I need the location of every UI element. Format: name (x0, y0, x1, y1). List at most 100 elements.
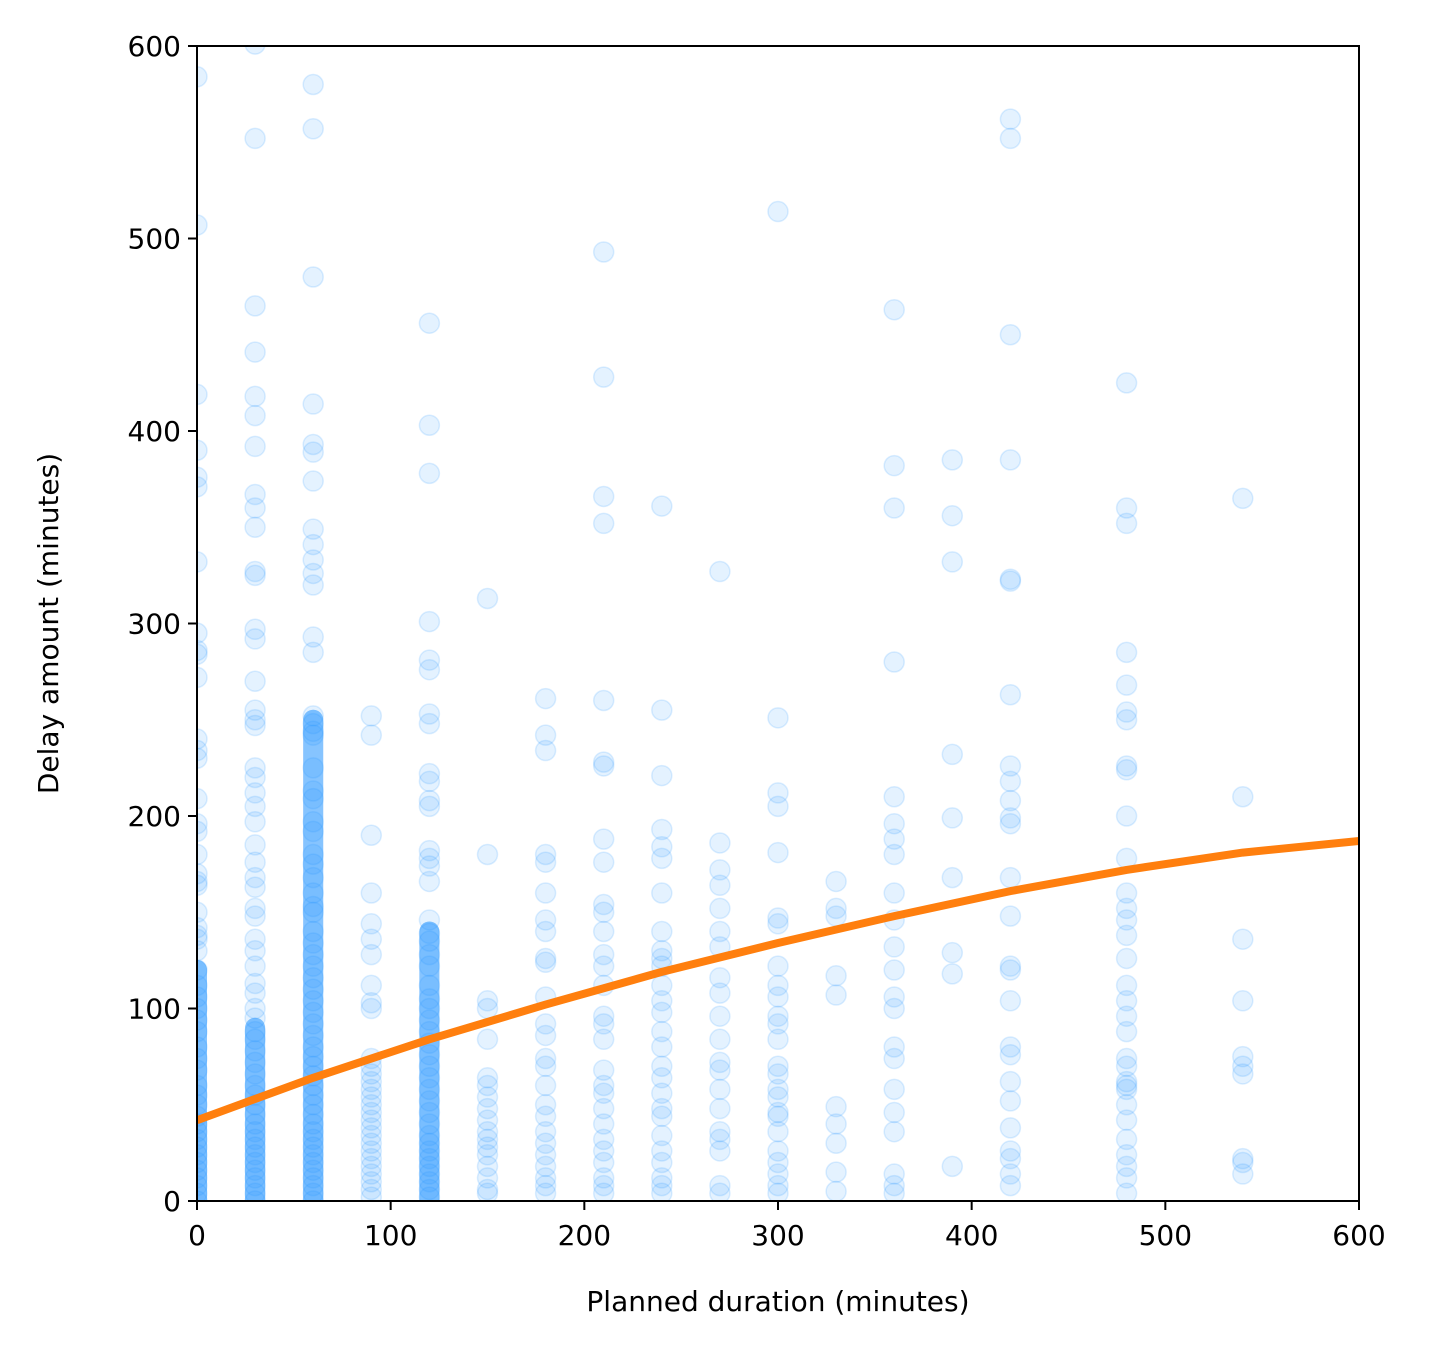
data-point (418, 610, 441, 633)
data-point (651, 1020, 673, 1043)
data-point (476, 587, 499, 610)
data-point (883, 812, 905, 835)
data-point (883, 1163, 905, 1185)
data-point (941, 1155, 964, 1178)
data-point (883, 1078, 905, 1101)
data-point (244, 834, 266, 856)
data-point (244, 341, 266, 363)
data-point (302, 843, 324, 866)
data-point (592, 1005, 615, 1027)
data-point (197, 863, 208, 885)
data-point (244, 1007, 266, 1029)
data-point (1115, 1047, 1138, 1070)
data-point (302, 757, 324, 779)
data-point (883, 1120, 905, 1143)
data-point (418, 789, 441, 812)
data-point (1115, 1094, 1138, 1116)
data-point (418, 922, 441, 945)
data-point (197, 1167, 208, 1189)
data-point (360, 705, 383, 727)
data-point (476, 1182, 499, 1201)
data-point (244, 127, 266, 150)
data-point (476, 1067, 499, 1089)
data-point (999, 905, 1022, 927)
data-point (418, 955, 441, 977)
data-point (941, 941, 964, 964)
data-point (999, 570, 1022, 592)
data-point (302, 1024, 324, 1047)
data-point (1115, 641, 1138, 664)
data-point (651, 1001, 673, 1024)
data-point (651, 990, 673, 1012)
data-point (592, 1167, 615, 1189)
y-axis-label: Delay amount (minutes) (32, 453, 65, 794)
data-point (883, 828, 905, 850)
data-point (651, 1097, 673, 1120)
data-point (825, 1095, 847, 1118)
data-point (1115, 1020, 1138, 1043)
data-point (302, 266, 324, 288)
data-point (825, 1161, 847, 1183)
data-point (999, 449, 1022, 471)
data-point (302, 562, 324, 585)
data-point (302, 574, 324, 596)
data-point (244, 1063, 266, 1085)
data-point (651, 940, 673, 962)
data-point (651, 1036, 673, 1058)
x-tick-label: 400 (945, 1219, 998, 1252)
data-point (709, 1174, 731, 1197)
data-point (651, 1055, 673, 1077)
data-point (999, 807, 1022, 829)
data-point (999, 1090, 1022, 1112)
data-point (302, 1045, 324, 1068)
data-point (476, 1074, 499, 1097)
data-point (767, 986, 789, 1008)
scatter-points (197, 46, 1254, 1201)
data-point (197, 551, 208, 573)
data-point (1115, 1182, 1138, 1201)
data-point (1115, 512, 1138, 535)
data-point (244, 997, 266, 1020)
data-point (302, 1001, 324, 1024)
data-point (534, 1174, 557, 1197)
data-point (1115, 709, 1138, 731)
data-point (534, 882, 557, 904)
y-tick-label: 500 (128, 223, 181, 256)
data-point (883, 882, 905, 904)
data-point (244, 1120, 266, 1143)
data-point (360, 974, 383, 997)
data-point (197, 812, 208, 835)
data-point (476, 1128, 499, 1151)
data-point (418, 1163, 441, 1185)
data-point (244, 1144, 266, 1166)
data-point (418, 703, 441, 725)
data-point (999, 1117, 1022, 1139)
data-point (651, 1151, 673, 1174)
data-point (418, 988, 441, 1010)
data-point (244, 905, 266, 927)
data-point (244, 876, 266, 898)
data-point (767, 707, 789, 729)
data-point (197, 214, 208, 236)
x-axis-label: Planned duration (minutes) (586, 1285, 969, 1318)
data-point (999, 755, 1022, 777)
data-point (534, 1144, 557, 1166)
data-point (418, 1124, 441, 1147)
x-tick-label: 100 (364, 1219, 417, 1252)
data-point (302, 705, 324, 727)
data-point (302, 1113, 324, 1135)
data-point (418, 1101, 441, 1124)
data-point (534, 1155, 557, 1178)
data-point (999, 127, 1022, 150)
data-point (592, 828, 615, 850)
data-point (999, 1147, 1022, 1170)
trend-layer (197, 837, 1359, 1124)
data-point (197, 439, 208, 461)
data-point (1115, 1070, 1138, 1093)
data-point (197, 1159, 208, 1181)
data-point (1115, 1155, 1138, 1178)
data-point (418, 658, 441, 681)
data-point (709, 1120, 731, 1143)
data-point (651, 495, 673, 517)
data-point (999, 683, 1022, 706)
